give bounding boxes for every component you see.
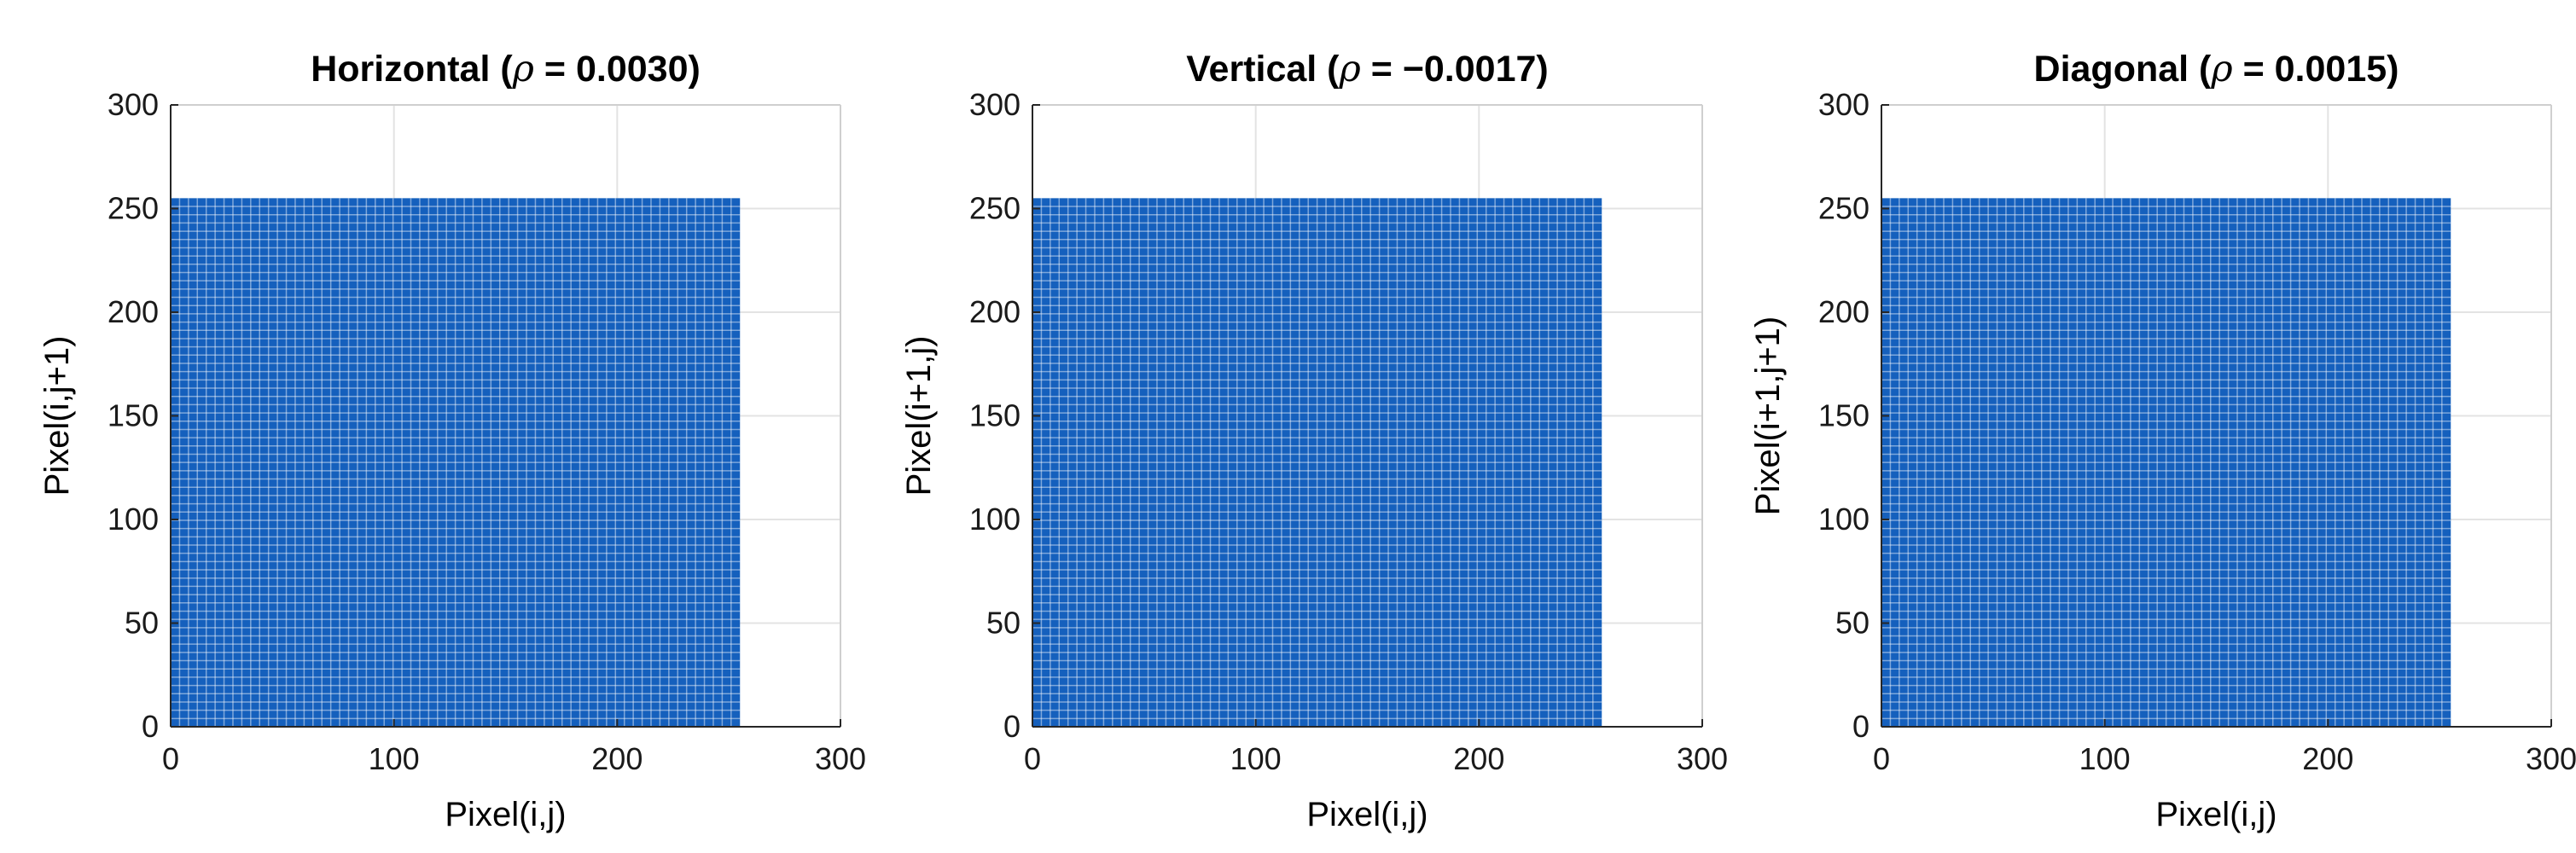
y-tick-label: 0 [142,709,159,744]
y-tick-label: 200 [1818,294,1869,329]
y-tick-label: 50 [125,606,159,641]
scatter-points [171,198,741,728]
x-tick-label: 300 [815,741,866,776]
scatter-panel-2: 0 100 200 300 0 50 100 150 200 250 300 Vertical (ρ … [900,48,1728,833]
y-tick-label: 300 [969,87,1021,122]
x-tick-label: 100 [369,741,420,776]
y-axis-label: Pixel(i+1,j+1) [1749,316,1787,515]
y-axis-label: Pixel(i+1,j) [900,336,938,496]
y-tick-label: 150 [1818,398,1869,433]
x-tick-label: 100 [1230,741,1282,776]
y-tick-label: 50 [1835,606,1869,641]
scatter-point-cloud [1032,198,1602,728]
scatter-panel-3: 0 100 200 300 0 50 100 150 200 250 300 Diagonal (ρ … [1749,48,2576,833]
scatter-points [1032,198,1602,728]
x-tick-label: 300 [1677,741,1728,776]
x-axis-label: Pixel(i,j) [2155,796,2277,833]
y-tick-label: 250 [108,191,159,226]
y-tick-label: 250 [969,191,1021,226]
x-tick-label: 200 [1453,741,1504,776]
panel-title: Horizontal (ρ = 0.0030) [311,48,701,90]
y-tick-label: 0 [1003,709,1021,744]
y-tick-label: 300 [1818,87,1869,122]
scatter-panel-1: 0 100 200 300 0 50 100 150 200 250 300 Horizontal (… [38,48,866,833]
y-tick-label: 150 [108,398,159,433]
y-tick-label: 100 [969,502,1021,537]
y-tick-label: 100 [1818,502,1869,537]
scatter-point-cloud [171,198,741,728]
panel-title: Diagonal (ρ = 0.0015) [2034,48,2399,90]
y-tick-label: 150 [969,398,1021,433]
y-tick-label: 100 [108,502,159,537]
y-tick-label: 200 [108,294,159,329]
x-tick-label: 0 [1024,741,1041,776]
x-tick-label: 300 [2526,741,2576,776]
y-axis-label: Pixel(i,j+1) [38,336,76,496]
x-tick-label: 0 [162,741,179,776]
scatter-points [1881,198,2451,728]
x-tick-label: 0 [1873,741,1890,776]
panel-title: Vertical (ρ = −0.0017) [1186,48,1549,90]
x-axis-label: Pixel(i,j) [445,796,566,833]
y-tick-label: 50 [986,606,1021,641]
y-tick-label: 300 [108,87,159,122]
y-tick-label: 250 [1818,191,1869,226]
x-tick-label: 200 [591,741,643,776]
x-tick-label: 200 [2302,741,2353,776]
x-tick-label: 100 [2079,741,2131,776]
y-tick-label: 200 [969,294,1021,329]
scatter-point-cloud [1881,198,2451,728]
x-axis-label: Pixel(i,j) [1306,796,1428,833]
y-tick-label: 0 [1852,709,1869,744]
